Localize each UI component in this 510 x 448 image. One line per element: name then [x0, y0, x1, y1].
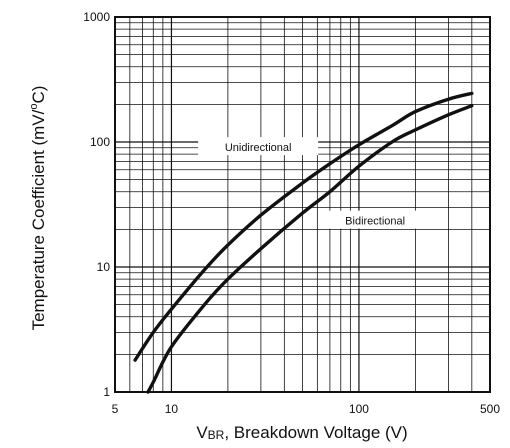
- y-tick-label: 1: [103, 385, 110, 399]
- y-tick-label: 100: [90, 135, 110, 149]
- x-axis-title: VBR, Breakdown Voltage (V): [196, 423, 407, 442]
- series-bidirectional-line: [146, 104, 474, 394]
- bidirectional-label: Bidirectional: [345, 216, 405, 228]
- y-axis-title: Temperature Coefficient (mV/oC): [28, 86, 48, 331]
- annotation-layer: Unidirectional Bidirectional: [198, 137, 423, 229]
- unidirectional-label: Unidirectional: [225, 142, 292, 154]
- y-tick-label: 1000: [83, 10, 110, 24]
- x-tick-label: 500: [480, 402, 500, 416]
- x-tick-label: 10: [165, 402, 179, 416]
- x-axis-title-main: V: [196, 423, 208, 442]
- x-tick-labels: 5 10 100 500: [112, 402, 501, 416]
- y-axis-title-post: C): [29, 86, 48, 104]
- series-layer: [133, 91, 474, 394]
- x-axis-title-subscript: BR: [208, 428, 225, 442]
- unidirectional-label-box: [198, 137, 319, 156]
- y-tick-labels: 1 10 100 1000: [83, 10, 110, 399]
- bidirectional-label-box: [327, 210, 423, 229]
- x-tick-label: 5: [112, 402, 119, 416]
- x-tick-label: 100: [349, 402, 369, 416]
- y-axis-title-superscript: o: [28, 104, 40, 110]
- grid-minor: [114, 17, 491, 392]
- y-tick-label: 10: [97, 260, 111, 274]
- y-axis-title-pre: Temperature Coefficient (mV/: [29, 109, 48, 330]
- plot-frame: [114, 16, 491, 393]
- x-axis-title-rest: , Breakdown Voltage (V): [224, 423, 407, 442]
- series-unidirectional-line: [133, 91, 474, 362]
